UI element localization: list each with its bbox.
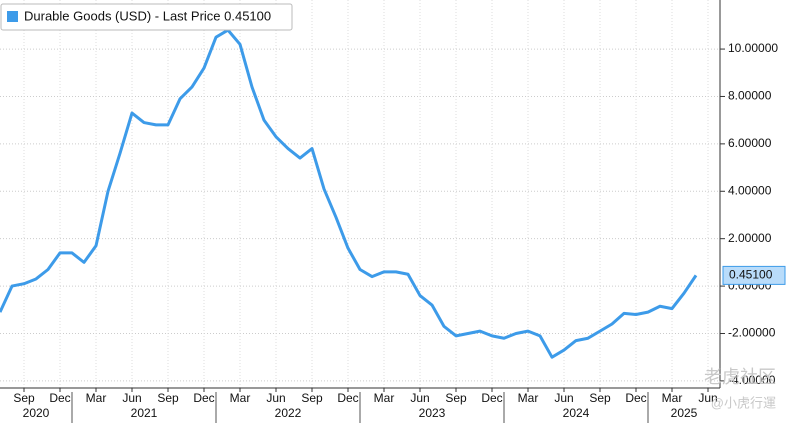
x-tick-label: Jun [698,391,717,405]
x-tick-label: Dec [193,391,214,405]
y-tick-label: 10.00000 [728,41,778,55]
y-tick-label: 4.00000 [728,183,772,197]
year-label: 2020 [23,406,50,420]
x-tick-label: Mar [662,391,683,405]
y-tick-label: 8.00000 [728,89,772,103]
last-value-label: 0.45100 [729,268,773,282]
legend-swatch [7,11,18,22]
x-tick-label: Jun [122,391,141,405]
x-tick-label: Sep [13,391,35,405]
x-tick-label: Dec [481,391,502,405]
y-tick-label: -2.00000 [728,326,776,340]
x-tick-label: Jun [266,391,285,405]
x-tick-label: Jun [410,391,429,405]
x-tick-label: Mar [518,391,539,405]
y-tick-label: -4.00000 [728,373,776,387]
watermark: @小虎行運 [711,395,776,410]
last-value-badge [722,265,786,285]
x-tick-label: Mar [374,391,395,405]
y-tick-label: 2.00000 [728,231,772,245]
year-label: 2023 [419,406,446,420]
year-label: 2022 [275,406,302,420]
year-label: 2025 [671,406,698,420]
x-tick-label: Dec [625,391,646,405]
year-label: 2021 [131,406,158,420]
y-tick-label: 6.00000 [728,136,772,150]
year-label: 2024 [563,406,590,420]
x-tick-label: Sep [445,391,467,405]
x-tick-label: Mar [230,391,251,405]
x-tick-label: Sep [157,391,179,405]
legend-label: Durable Goods (USD) - Last Price 0.45100 [24,8,271,23]
x-tick-label: Dec [337,391,358,405]
x-tick-label: Jun [554,391,573,405]
watermark: 老虎社区 [704,367,776,387]
x-tick-label: Mar [86,391,107,405]
x-tick-label: Sep [301,391,323,405]
series-line [0,28,698,359]
x-tick-label: Dec [49,391,70,405]
legend-box [0,3,293,31]
x-tick-label: Sep [589,391,611,405]
